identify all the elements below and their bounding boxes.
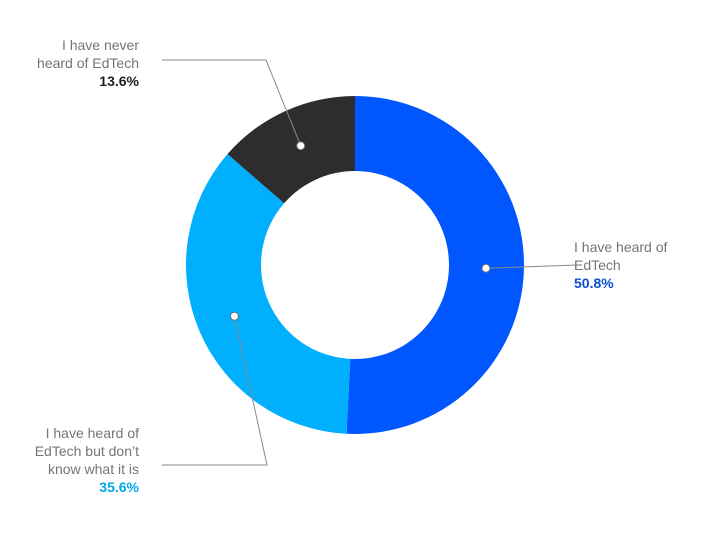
slice-label-i-have-heard-of-edtech-but-don-t-know-what-it-is: EdTech but don’t [35,443,139,459]
slices-layer [186,96,524,435]
slice-label-i-have-heard-of-edtech: I have heard of [574,239,668,255]
leader-line-i-have-never-heard-of-edtech [162,59,302,146]
slice-label-i-have-never-heard-of-edtech: I have never [62,37,139,53]
slice-label-i-have-heard-of-edtech-but-don-t-know-what-it-is: I have heard of [46,425,140,441]
leader-line-i-have-heard-of-edtech-but-don-t-know-what-it-is [162,316,268,466]
slice-label-i-have-heard-of-edtech: EdTech [574,257,621,273]
leader-line-i-have-heard-of-edtech [485,264,578,269]
slice-label-i-have-never-heard-of-edtech: heard of EdTech [37,55,139,71]
slice-i-have-heard-of-edtech [346,96,524,435]
slice-i-have-heard-of-edtech-but-don-t-know-what-it-is [186,154,351,434]
leader-lines-layer [162,59,578,466]
labels-layer: I have heard of EdTech 50.8% I have heard o… [35,37,668,495]
slice-value-i-have-heard-of-edtech-but-don-t-know-what-it-is: 35.6% [99,479,139,495]
slice-label-i-have-heard-of-edtech-but-don-t-know-what-it-is: know what it is [48,461,139,477]
slice-value-i-have-never-heard-of-edtech: 13.6% [99,73,139,89]
leader-dot-i-have-heard-of-edtech [481,263,491,273]
leader-dot-i-have-heard-of-edtech-but-don-t-know-what-it-is [229,311,239,321]
slice-i-have-never-heard-of-edtech [227,96,355,204]
leader-dot-i-have-never-heard-of-edtech [296,141,306,151]
slice-value-i-have-heard-of-edtech: 50.8% [574,275,614,291]
